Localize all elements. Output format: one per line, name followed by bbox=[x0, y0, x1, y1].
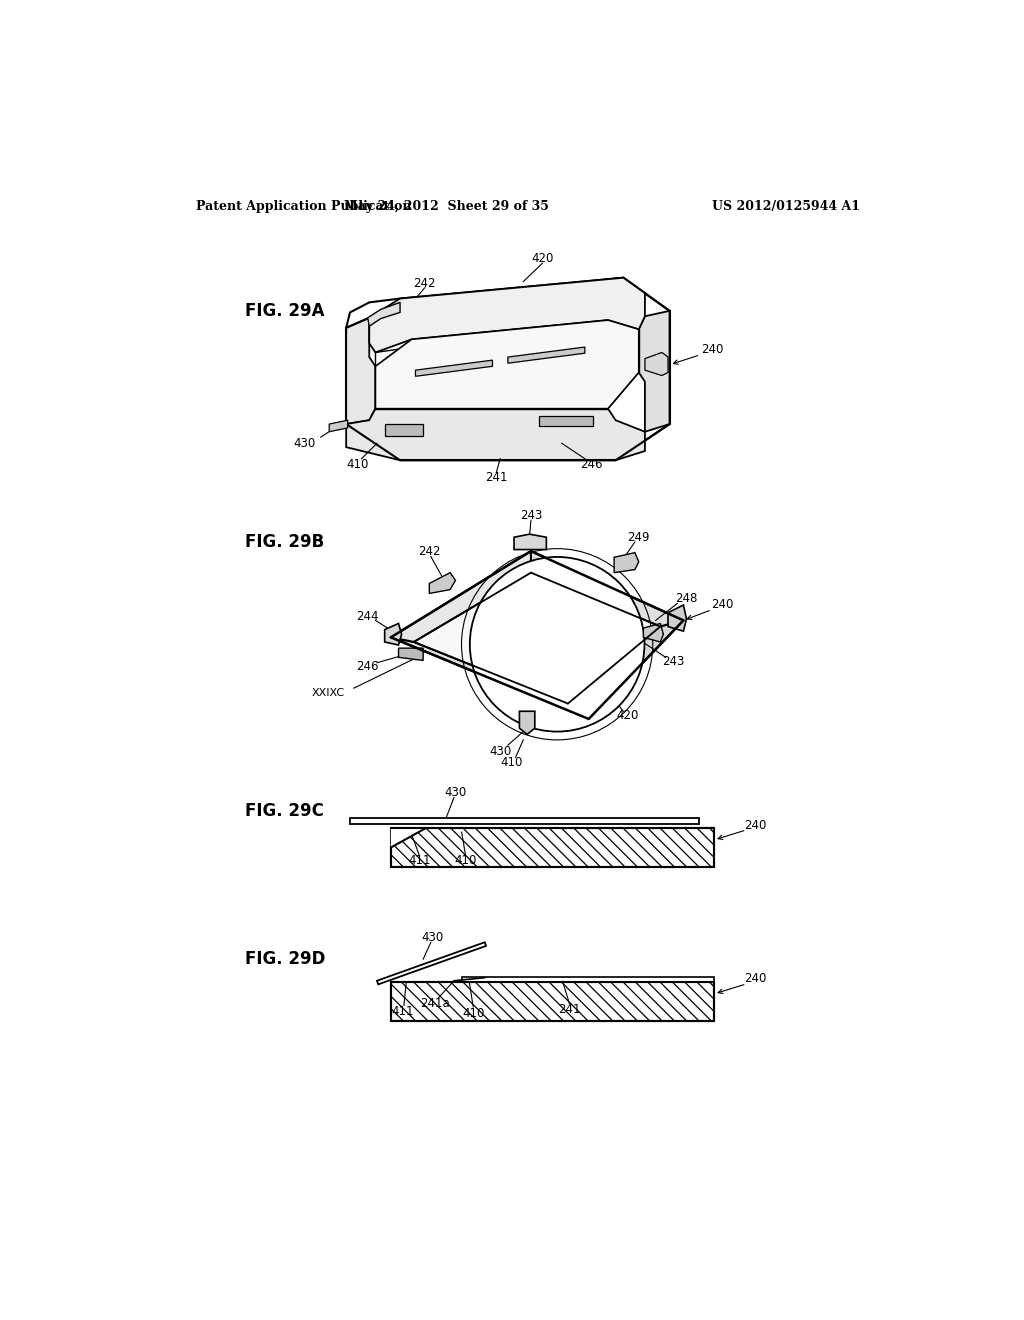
Polygon shape bbox=[350, 817, 698, 824]
Polygon shape bbox=[416, 360, 493, 376]
Text: 244: 244 bbox=[356, 610, 379, 623]
Polygon shape bbox=[385, 424, 423, 436]
Polygon shape bbox=[429, 573, 456, 594]
Polygon shape bbox=[519, 711, 535, 734]
Text: 411: 411 bbox=[408, 854, 430, 867]
Polygon shape bbox=[368, 302, 400, 326]
Polygon shape bbox=[370, 277, 645, 352]
Text: FIG. 29C: FIG. 29C bbox=[245, 803, 324, 820]
Text: 242: 242 bbox=[414, 277, 436, 289]
Polygon shape bbox=[668, 605, 686, 631]
Text: 411: 411 bbox=[391, 1005, 414, 1018]
Polygon shape bbox=[385, 623, 401, 645]
Text: XXIXC: XXIXC bbox=[311, 688, 345, 698]
Polygon shape bbox=[614, 553, 639, 573]
Polygon shape bbox=[346, 409, 645, 461]
Text: 410: 410 bbox=[455, 854, 477, 867]
Text: 430: 430 bbox=[444, 787, 467, 800]
Polygon shape bbox=[391, 829, 714, 867]
Polygon shape bbox=[346, 277, 670, 461]
Text: 240: 240 bbox=[711, 598, 733, 611]
Polygon shape bbox=[391, 638, 589, 719]
Polygon shape bbox=[391, 552, 531, 642]
Text: 249: 249 bbox=[628, 531, 650, 544]
Text: 430: 430 bbox=[293, 437, 315, 450]
Text: 430: 430 bbox=[421, 931, 443, 944]
Text: FIG. 29B: FIG. 29B bbox=[245, 533, 324, 550]
Text: 410: 410 bbox=[346, 458, 369, 471]
Text: 243: 243 bbox=[663, 656, 685, 668]
Polygon shape bbox=[514, 535, 547, 549]
Text: 241: 241 bbox=[485, 471, 508, 484]
Text: 420: 420 bbox=[531, 252, 554, 265]
Text: 240: 240 bbox=[700, 343, 723, 356]
Text: May 24, 2012  Sheet 29 of 35: May 24, 2012 Sheet 29 of 35 bbox=[344, 199, 549, 213]
Text: FIG. 29D: FIG. 29D bbox=[245, 950, 325, 968]
Polygon shape bbox=[568, 620, 683, 719]
Text: 241: 241 bbox=[558, 1003, 581, 1016]
Text: 420: 420 bbox=[616, 709, 638, 722]
Polygon shape bbox=[346, 318, 376, 424]
Text: 248: 248 bbox=[675, 593, 697, 606]
Text: XXIXC: XXIXC bbox=[556, 624, 589, 634]
Polygon shape bbox=[643, 623, 664, 642]
Text: US 2012/0125944 A1: US 2012/0125944 A1 bbox=[712, 199, 860, 213]
Polygon shape bbox=[398, 648, 423, 660]
Text: FIG. 29A: FIG. 29A bbox=[245, 302, 324, 319]
Text: 240: 240 bbox=[744, 972, 767, 985]
Text: Patent Application Publication: Patent Application Publication bbox=[196, 199, 412, 213]
Polygon shape bbox=[639, 312, 670, 432]
Polygon shape bbox=[330, 420, 348, 432]
Text: 240: 240 bbox=[744, 818, 767, 832]
Ellipse shape bbox=[470, 557, 644, 731]
Polygon shape bbox=[531, 552, 683, 627]
Polygon shape bbox=[539, 416, 593, 426]
Text: 241a: 241a bbox=[420, 997, 450, 1010]
Text: 410: 410 bbox=[501, 756, 523, 770]
Polygon shape bbox=[414, 573, 660, 704]
Text: 410: 410 bbox=[462, 1007, 484, 1019]
Polygon shape bbox=[391, 829, 425, 847]
Text: 246: 246 bbox=[356, 660, 379, 673]
Polygon shape bbox=[376, 321, 639, 409]
Polygon shape bbox=[391, 982, 714, 1020]
Text: 243: 243 bbox=[520, 510, 542, 523]
Polygon shape bbox=[462, 977, 714, 982]
Text: 430: 430 bbox=[489, 744, 511, 758]
Text: 242: 242 bbox=[418, 545, 440, 558]
Polygon shape bbox=[377, 942, 486, 985]
Text: 246: 246 bbox=[580, 458, 602, 471]
Polygon shape bbox=[508, 347, 585, 363]
Polygon shape bbox=[645, 352, 668, 376]
